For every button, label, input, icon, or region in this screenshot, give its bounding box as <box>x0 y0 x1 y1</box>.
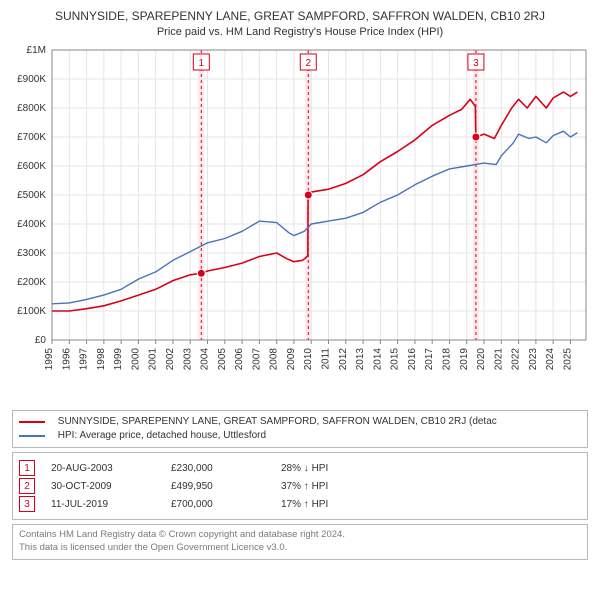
svg-text:£100K: £100K <box>17 306 46 317</box>
svg-text:2018: 2018 <box>441 348 452 371</box>
svg-text:2013: 2013 <box>355 348 366 371</box>
chart-svg: £0 £100K £200K £300K £400K £500K £600K £700K £80… <box>8 44 592 404</box>
svg-text:2: 2 <box>306 58 312 69</box>
svg-text:1999: 1999 <box>113 348 124 371</box>
sale-price: £700,000 <box>171 499 281 510</box>
sale-date: 20-AUG-2003 <box>51 463 171 474</box>
svg-text:£400K: £400K <box>17 219 46 230</box>
svg-text:2020: 2020 <box>476 348 487 371</box>
svg-text:£700K: £700K <box>17 132 46 143</box>
svg-text:£500K: £500K <box>17 190 46 201</box>
svg-text:2005: 2005 <box>217 348 228 371</box>
svg-text:2002: 2002 <box>165 348 176 371</box>
svg-text:2009: 2009 <box>286 348 297 371</box>
footnote: Contains HM Land Registry data © Crown c… <box>12 524 588 560</box>
table-row: 2 30-OCT-2009 £499,950 37% ↑ HPI <box>19 478 581 494</box>
legend-item-property: SUNNYSIDE, SPAREPENNY LANE, GREAT SAMPFO… <box>19 415 581 429</box>
svg-text:£0: £0 <box>35 335 47 346</box>
legend-label-hpi: HPI: Average price, detached house, Uttl… <box>58 430 266 441</box>
legend-item-hpi: HPI: Average price, detached house, Uttl… <box>19 429 581 443</box>
sale-date: 30-OCT-2009 <box>51 481 171 492</box>
sale-marker-2: 2 <box>19 478 35 494</box>
legend-label-property: SUNNYSIDE, SPAREPENNY LANE, GREAT SAMPFO… <box>58 416 497 427</box>
svg-text:2004: 2004 <box>200 348 211 371</box>
svg-text:£1M: £1M <box>27 45 46 56</box>
legend: SUNNYSIDE, SPAREPENNY LANE, GREAT SAMPFO… <box>12 410 588 448</box>
svg-text:2000: 2000 <box>130 348 141 371</box>
svg-text:1: 1 <box>199 58 205 69</box>
svg-text:£900K: £900K <box>17 74 46 85</box>
svg-text:3: 3 <box>473 58 479 69</box>
sale-price: £230,000 <box>171 463 281 474</box>
svg-text:2014: 2014 <box>372 348 383 371</box>
table-row: 3 11-JUL-2019 £700,000 17% ↑ HPI <box>19 496 581 512</box>
svg-text:1997: 1997 <box>79 348 90 371</box>
sale-price: £499,950 <box>171 481 281 492</box>
svg-text:2023: 2023 <box>528 348 539 371</box>
table-row: 1 20-AUG-2003 £230,000 28% ↓ HPI <box>19 460 581 476</box>
svg-text:2006: 2006 <box>234 348 245 371</box>
svg-text:2011: 2011 <box>321 348 332 370</box>
sale-date: 11-JUL-2019 <box>51 499 171 510</box>
sale-marker-1: 1 <box>19 460 35 476</box>
svg-text:2021: 2021 <box>493 348 504 371</box>
svg-text:2012: 2012 <box>338 348 349 371</box>
sale-delta: 28% ↓ HPI <box>281 463 381 474</box>
svg-text:2008: 2008 <box>269 348 280 371</box>
svg-text:2007: 2007 <box>251 348 262 371</box>
svg-text:1995: 1995 <box>44 348 55 371</box>
svg-text:2001: 2001 <box>148 348 159 371</box>
page-subtitle: Price paid vs. HM Land Registry's House … <box>8 26 592 38</box>
svg-text:£800K: £800K <box>17 103 46 114</box>
sales-table: 1 20-AUG-2003 £230,000 28% ↓ HPI 2 30-OC… <box>12 452 588 520</box>
sale-delta: 37% ↑ HPI <box>281 481 381 492</box>
legend-swatch-hpi <box>19 435 45 437</box>
svg-text:2003: 2003 <box>182 348 193 371</box>
page-title: SUNNYSIDE, SPAREPENNY LANE, GREAT SAMPFO… <box>8 8 592 24</box>
svg-text:2024: 2024 <box>545 348 556 371</box>
sale-delta: 17% ↑ HPI <box>281 499 381 510</box>
svg-text:1998: 1998 <box>96 348 107 371</box>
svg-text:2016: 2016 <box>407 348 418 371</box>
legend-swatch-property <box>19 421 45 423</box>
footnote-line2: This data is licensed under the Open Gov… <box>19 542 581 555</box>
svg-text:2022: 2022 <box>511 348 522 371</box>
svg-text:£600K: £600K <box>17 161 46 172</box>
price-chart: £0 £100K £200K £300K £400K £500K £600K £700K £80… <box>8 44 592 404</box>
svg-text:£200K: £200K <box>17 277 46 288</box>
svg-text:2010: 2010 <box>303 348 314 371</box>
svg-text:2019: 2019 <box>459 348 470 371</box>
svg-text:2025: 2025 <box>562 348 573 371</box>
svg-text:£300K: £300K <box>17 248 46 259</box>
svg-text:1996: 1996 <box>61 348 72 371</box>
sale-marker-3: 3 <box>19 496 35 512</box>
svg-text:2017: 2017 <box>424 348 435 371</box>
footnote-line1: Contains HM Land Registry data © Crown c… <box>19 529 581 542</box>
svg-text:2015: 2015 <box>390 348 401 371</box>
